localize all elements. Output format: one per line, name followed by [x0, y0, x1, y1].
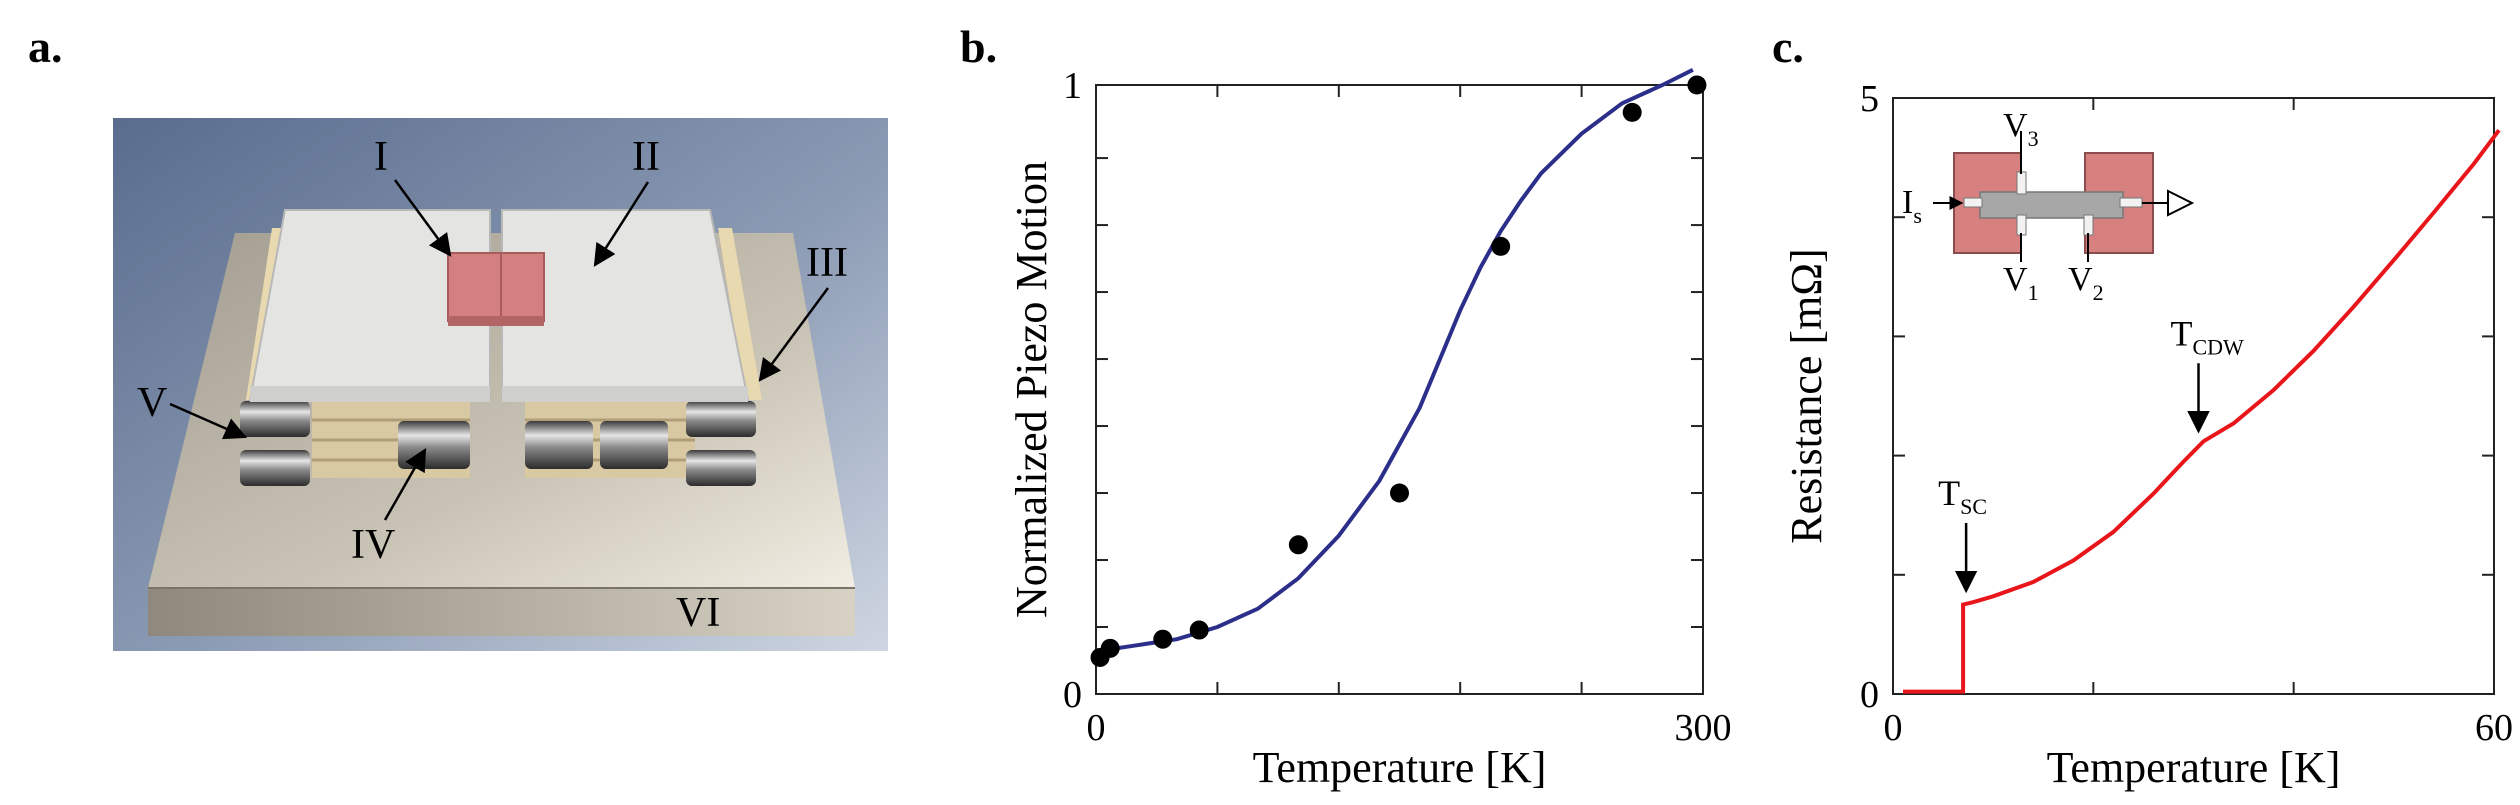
tcdw-annotation: TCDW	[2171, 313, 2245, 359]
plot-frame	[1892, 97, 2495, 695]
chart-b: 0 300 0 1 Temperature [K] Normalized Piezo Mo…	[1007, 65, 1732, 792]
metal-contacts	[240, 401, 756, 486]
plot-frame	[1095, 84, 1704, 695]
fit-curve	[1095, 68, 1694, 654]
panel-c-label: c.	[1772, 21, 1804, 72]
callout-II: II	[632, 134, 660, 180]
sample-pad-left	[447, 252, 502, 322]
base-plate-side	[148, 588, 855, 636]
x-tick-label: 300	[1675, 707, 1732, 749]
data-point	[1153, 629, 1173, 649]
panel-c: c. 0 60 0 5 Temperature [K] Resistance [mΩ] TS…	[1772, 21, 2513, 792]
data-point	[1288, 535, 1308, 555]
y-tick-label: 0	[1860, 674, 1879, 716]
panel-b: b. 0 300 0 1 Temperature [K] Normalized Piezo…	[960, 21, 1732, 792]
y-axis-label: Normalized Piezo Motion	[1007, 161, 1056, 618]
x-axis-label: Temperature [K]	[1253, 743, 1547, 792]
panel-a-label: a.	[28, 21, 63, 72]
x-tick-label: 0	[1087, 707, 1106, 749]
callout-III: III	[806, 240, 848, 286]
data-point	[1622, 102, 1642, 122]
resistance-curve	[1903, 129, 2501, 694]
stack-right-edge	[718, 228, 762, 400]
chart-c: 0 60 0 5 Temperature [K] Resistance [mΩ] TSC TC…	[1782, 78, 2513, 792]
tsc-annotation: TSC	[1938, 473, 1987, 519]
inset-sample-bar	[1979, 191, 2124, 219]
data-point	[1687, 75, 1707, 95]
current-out-arrow-icon	[2167, 189, 2195, 217]
callout-I: I	[374, 134, 388, 180]
inset-schematic: Is V3 V1 V2	[1902, 107, 2195, 305]
callout-IV: IV	[351, 522, 395, 568]
y-tick-label: 0	[1063, 674, 1082, 716]
data-point	[1390, 483, 1409, 503]
inset-v1-label: V1	[2003, 261, 2039, 305]
inset-v3-label: V3	[2003, 107, 2039, 151]
x-tick-label: 0	[1884, 707, 1903, 749]
data-point	[1100, 638, 1120, 658]
x-axis-label: Temperature [K]	[2047, 743, 2341, 792]
y-axis-label: Resistance [mΩ]	[1782, 248, 1831, 543]
callout-VI: VI	[676, 590, 720, 636]
sample-pad-right	[500, 252, 545, 322]
y-tick-label: 1	[1063, 65, 1082, 107]
panel-b-label: b.	[960, 21, 997, 72]
data-point	[1189, 620, 1209, 640]
panel-a: a.	[28, 21, 888, 651]
callout-V: V	[137, 380, 167, 426]
y-tick-label: 5	[1860, 78, 1879, 120]
data-point	[1491, 236, 1511, 256]
inset-v2-label: V2	[2068, 261, 2104, 305]
inset-current-label: Is	[1902, 184, 1922, 228]
x-tick-label: 60	[2475, 707, 2513, 749]
